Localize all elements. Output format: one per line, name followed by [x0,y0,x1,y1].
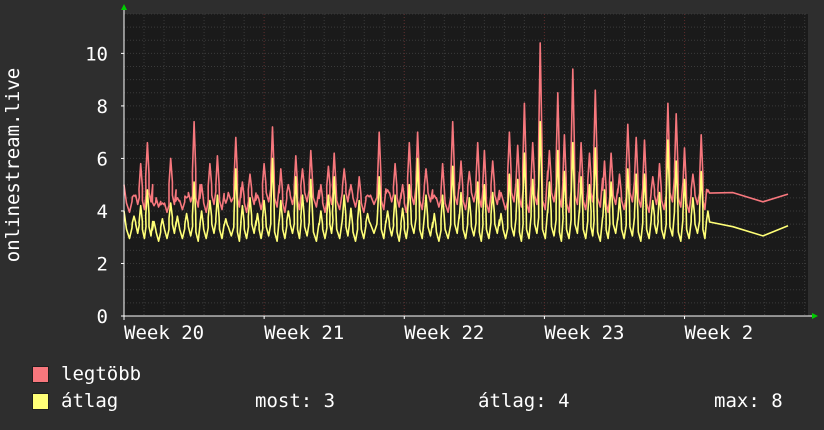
x-tick-label: Week 21 [264,322,344,344]
y-tick-label: 0 [97,306,108,328]
legend-item-avg: átlag [32,390,118,412]
x-tick-label: Week 23 [544,322,624,344]
x-tick-label: Week 22 [404,322,484,344]
y-tick-label: 8 [97,96,108,118]
y-tick-label: 10 [85,43,108,65]
stat-average: átlag: 4 [478,390,570,412]
stat-average-value: 4 [558,390,570,412]
legend-swatch-avg [32,392,49,410]
y-axis-label: onlinestream.live [2,68,24,262]
stat-current-label: most: [255,390,313,412]
legend-swatch-max [32,365,49,383]
y-axis-arrow [121,4,127,10]
x-axis-arrow [812,313,818,319]
plot-area [124,14,808,316]
legend-label-avg: átlag [61,390,119,412]
y-tick-label: 2 [97,253,108,275]
legend-label-max: legtöbb [61,363,142,385]
stat-current: most: 3 [255,390,335,412]
series-line-1 [123,42,789,214]
x-tick-label: Week 20 [124,322,204,344]
stat-maximum: max: 8 [714,390,783,412]
series-line-2 [123,120,789,242]
legend-item-max: legtöbb [32,363,141,385]
stat-maximum-label: max: [714,390,760,412]
stat-average-label: átlag: [478,390,547,412]
y-tick-label: 6 [97,148,108,170]
x-tick-label: Week 2 [685,322,754,344]
y-tick-label: 4 [97,201,108,223]
stat-current-value: 3 [323,390,336,412]
stat-maximum-value: 8 [771,390,783,412]
